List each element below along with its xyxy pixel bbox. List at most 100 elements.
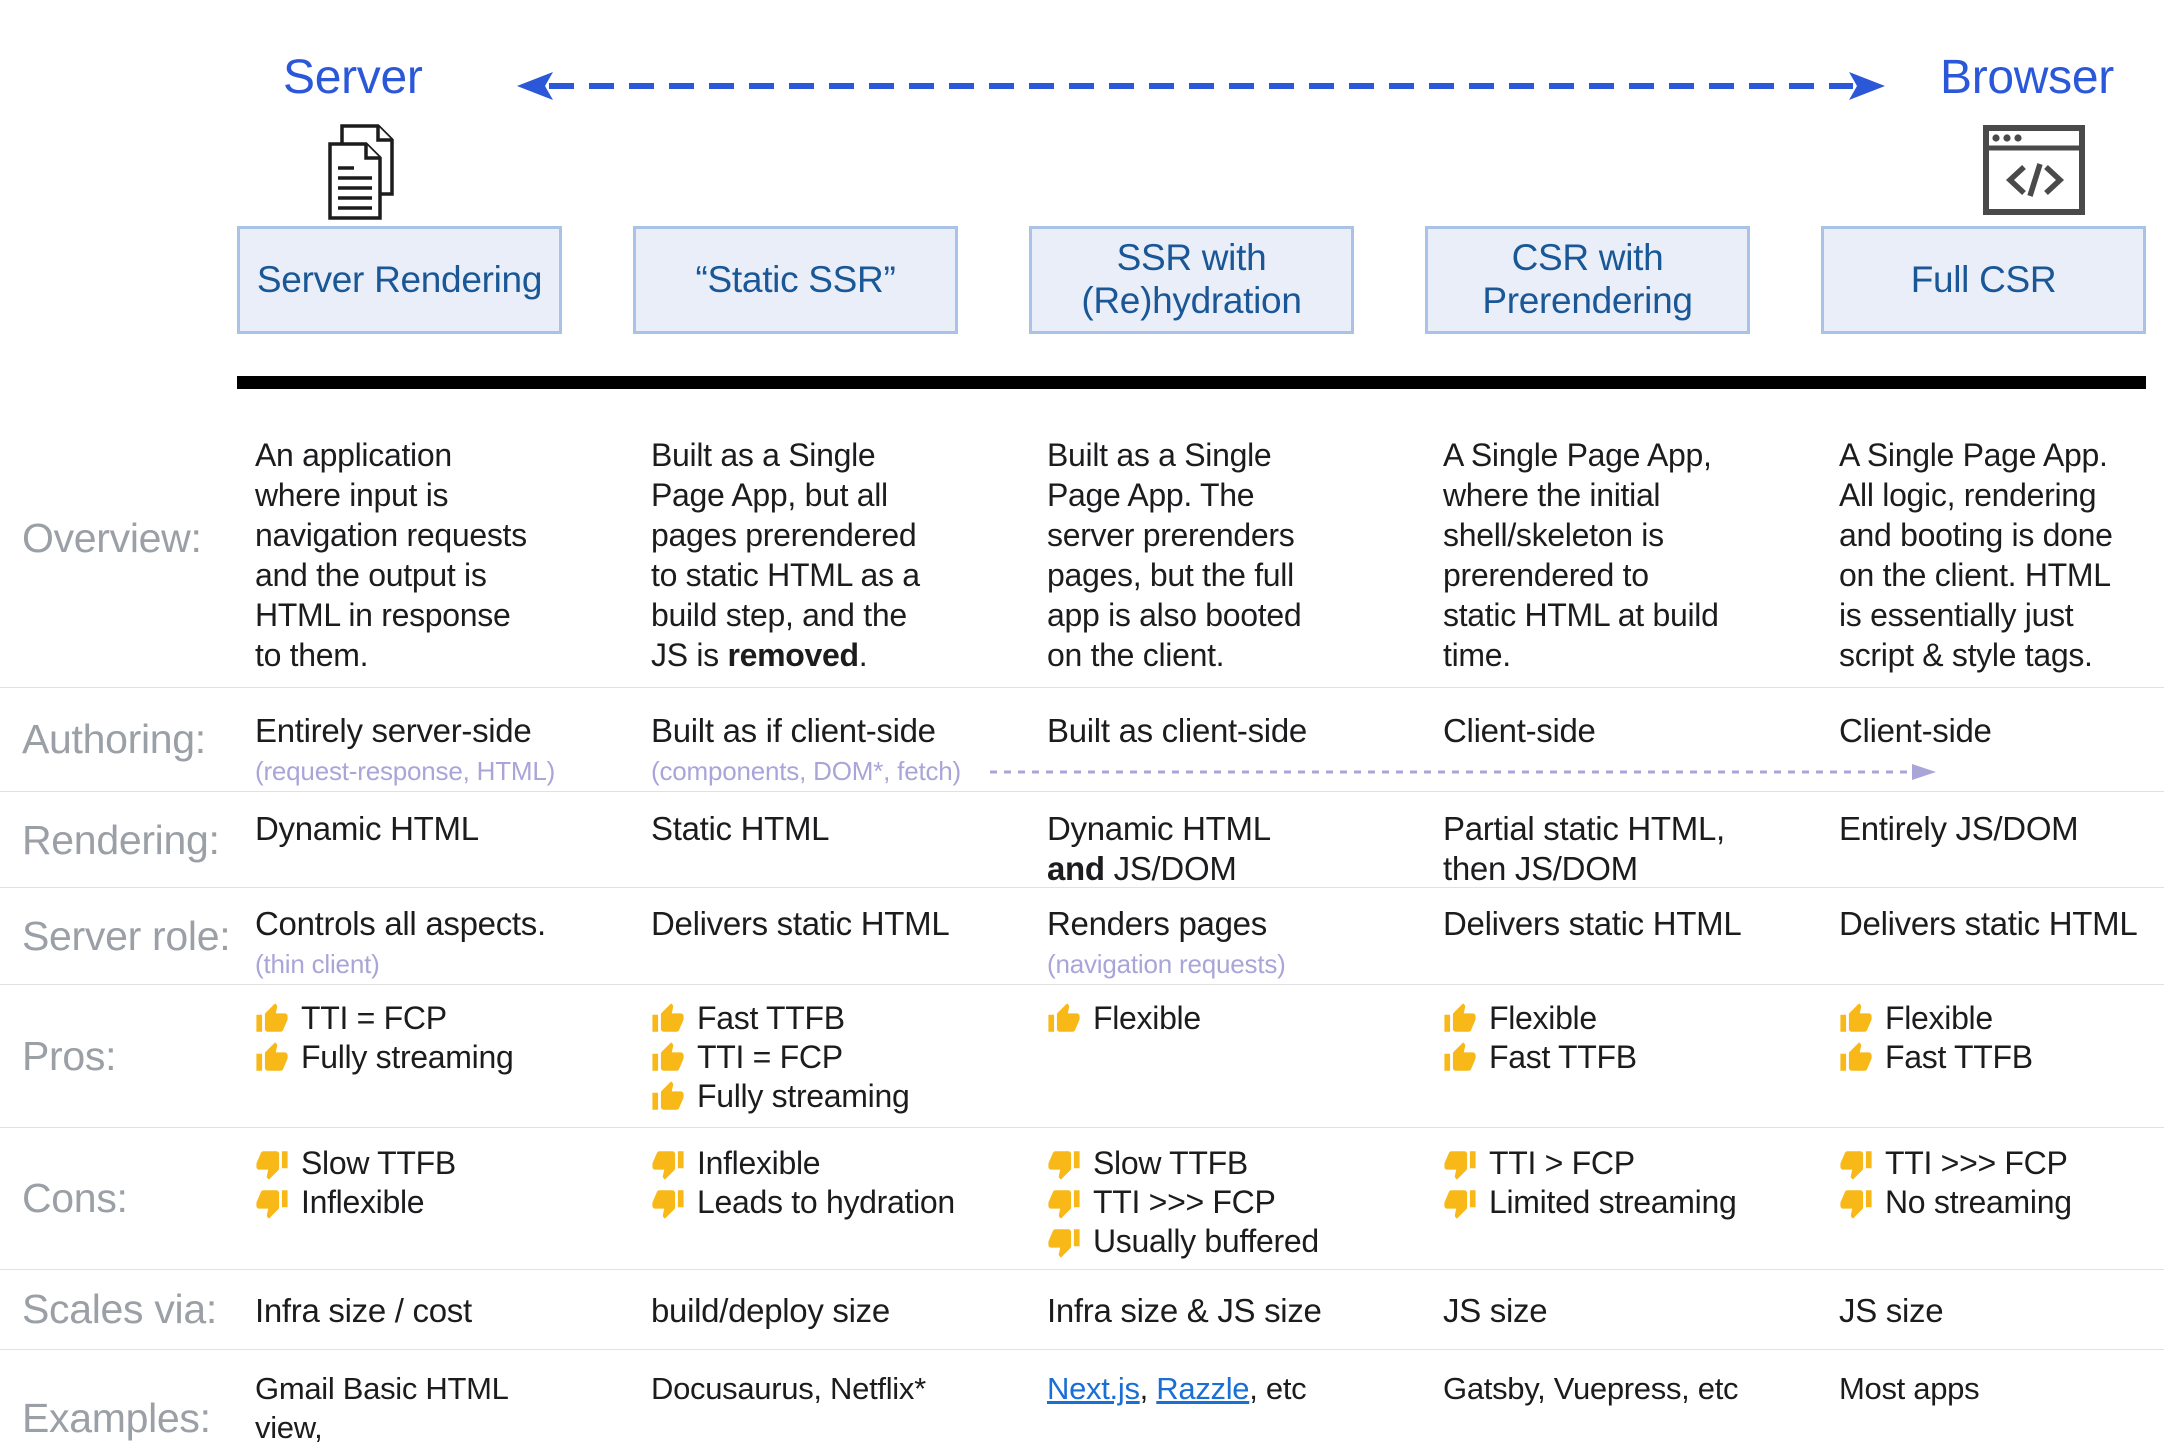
pro-item: Flexible (1443, 1000, 1755, 1036)
header-divider-bar (237, 376, 2146, 389)
browser-window-icon (1983, 125, 2085, 215)
cell: Gmail Basic HTML view,Hacker News (255, 1371, 508, 1455)
row-label-authoring: Authoring: (22, 716, 206, 762)
cell: TTI = FCP Fully streaming (237, 985, 633, 1079)
pro-item: Fast TTFB (1839, 1039, 2146, 1075)
row-label-pros: Pros: (22, 1032, 117, 1079)
row-label-rendering: Rendering: (22, 817, 220, 864)
cell: Slow TTFB TTI >>> FCP Usually buffered (1029, 1128, 1425, 1264)
row-label-server-role: Server role: (22, 912, 231, 959)
con-item: Inflexible (651, 1145, 963, 1181)
thumb-down-icon (651, 1186, 685, 1220)
cell: Client-side (1443, 712, 1596, 749)
cell: Inflexible Leads to hydration (633, 1128, 1029, 1224)
cell: Fast TTFB TTI = FCP Fully streaming (633, 985, 1029, 1119)
cell: TTI >>> FCP No streaming (1821, 1128, 2160, 1224)
pro-item: TTI = FCP (651, 1039, 963, 1075)
example-link[interactable]: Razzle (1156, 1371, 1250, 1406)
pro-item: Fully streaming (651, 1079, 963, 1114)
con-item: Slow TTFB (1047, 1145, 1359, 1181)
cell: Flexible (1029, 985, 1425, 1040)
cell: TTI > FCP Limited streaming (1425, 1128, 1821, 1224)
thumb-up-icon (651, 1080, 685, 1114)
cell: build/deploy size (651, 1292, 890, 1329)
pro-item: Flexible (1839, 1000, 2146, 1036)
cell: Flexible Fast TTFB (1821, 985, 2160, 1079)
server-axis-label: Server (283, 51, 423, 104)
cell: Delivers static HTML (1839, 905, 2138, 942)
row-pros: Pros: TTI = FCP Fully streaming Fast TTFB… (0, 985, 2164, 1128)
cell: Partial static HTML, then JS/DOM (1443, 810, 1725, 888)
example-link[interactable]: Next.js (1047, 1371, 1140, 1406)
cell: Infra size & JS size (1047, 1292, 1322, 1329)
thumb-up-icon (1443, 1002, 1477, 1036)
row-rendering: Rendering: Dynamic HTML Static HTML Dyna… (0, 792, 2164, 888)
thumb-up-icon (255, 1002, 289, 1036)
cell: Built as a Single Page App. The server pre… (1047, 437, 1302, 673)
pro-item: Flexible (1047, 1000, 1359, 1036)
cell-subtext: (components, DOM*, fetch) (651, 756, 961, 787)
pro-item: Fully streaming (255, 1039, 567, 1075)
thumb-up-icon (651, 1041, 685, 1075)
thumb-down-icon (1047, 1225, 1081, 1259)
cell: JS size (1443, 1292, 1548, 1329)
cell: Most apps (1839, 1371, 1980, 1406)
browser-axis-label: Browser (1940, 51, 2114, 104)
cell: Dynamic HTML and JS/DOM (1047, 810, 1271, 888)
con-item: TTI >>> FCP (1839, 1145, 2146, 1181)
cell: Entirely JS/DOM (1839, 810, 2079, 847)
cell: A Single Page App. All logic, rendering an… (1839, 437, 2113, 673)
con-item: Slow TTFB (255, 1145, 567, 1181)
row-scales-via: Scales via: Infra size / cost build/depl… (0, 1270, 2164, 1350)
row-cons: Cons: Slow TTFB Inflexible Inflexible Lead… (0, 1128, 2164, 1270)
cell: Client-side (1839, 712, 1992, 749)
row-examples: Examples: Gmail Basic HTML view,Hacker N… (0, 1350, 2164, 1455)
column-header-full-csr: Full CSR (1821, 226, 2146, 334)
comparison-table: Overview: An application where input is na… (0, 389, 2164, 1455)
row-overview: Overview: An application where input is na… (0, 389, 2164, 688)
column-headers: Server Rendering “Static SSR” SSR with (… (0, 226, 2164, 334)
cell: Entirely server-side (request-response, H… (237, 688, 633, 788)
thumb-down-icon (1047, 1147, 1081, 1181)
cell: Next.js, Razzle, etc (1047, 1371, 1307, 1406)
client-side-shift-arrow (990, 764, 1936, 780)
con-item: Limited streaming (1443, 1184, 1755, 1220)
cell: JS size (1839, 1292, 1944, 1329)
thumb-down-icon (255, 1147, 289, 1181)
thumb-up-icon (1047, 1002, 1081, 1036)
cell: Built as client-side (1047, 712, 1307, 749)
con-item: Leads to hydration (651, 1184, 963, 1220)
cell: Controls all aspects. (thin client) (237, 888, 633, 981)
pro-item: TTI = FCP (255, 1000, 567, 1036)
cell: Docusaurus, Netflix* (651, 1371, 926, 1406)
server-browser-spectrum-arrow (517, 72, 1885, 100)
row-label-scales-via: Scales via: (22, 1286, 217, 1332)
cell: An application where input is navigation r… (255, 437, 527, 673)
thumb-up-icon (1839, 1041, 1873, 1075)
documents-icon (328, 124, 394, 220)
thumb-down-icon (1839, 1147, 1873, 1181)
cell: Flexible Fast TTFB (1425, 985, 1821, 1079)
con-item: TTI > FCP (1443, 1145, 1755, 1181)
cell: Infra size / cost (255, 1292, 472, 1329)
column-header-server-rendering: Server Rendering (237, 226, 562, 334)
con-item: Usually buffered (1047, 1224, 1359, 1259)
row-authoring: Authoring: Entirely server-side (request-… (0, 688, 2164, 792)
cell: Slow TTFB Inflexible (237, 1128, 633, 1224)
row-label-cons: Cons: (22, 1175, 128, 1221)
cell: Built as a Single Page App, but all pages … (651, 437, 920, 673)
row-label-overview: Overview: (22, 514, 202, 561)
thumb-up-icon (1443, 1041, 1477, 1075)
thumb-up-icon (1839, 1002, 1873, 1036)
cell: Delivers static HTML (651, 905, 950, 942)
cell: Dynamic HTML (255, 810, 479, 847)
row-server-role: Server role: Controls all aspects. (thin … (0, 888, 2164, 985)
thumb-up-icon (651, 1002, 685, 1036)
diagram-header: Server Browser (0, 0, 2164, 389)
cell-subtext: (request-response, HTML) (255, 756, 556, 787)
cell: A Single Page App, where the initial shell… (1443, 437, 1719, 673)
cell-subtext: (navigation requests) (1047, 949, 1286, 980)
thumb-down-icon (255, 1186, 289, 1220)
con-item: TTI >>> FCP (1047, 1184, 1359, 1220)
